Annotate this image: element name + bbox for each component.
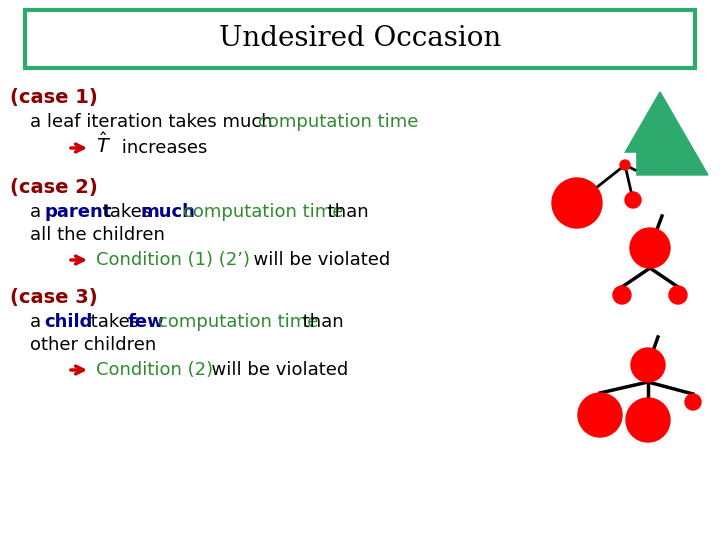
Text: (case 3): (case 3) [10, 288, 98, 307]
Text: increases: increases [116, 139, 207, 157]
Text: $\hat{T}$: $\hat{T}$ [96, 132, 111, 158]
Text: all the children: all the children [30, 226, 165, 244]
Text: computation time: computation time [258, 113, 418, 131]
Circle shape [626, 398, 670, 442]
Circle shape [631, 348, 665, 382]
Text: child: child [44, 313, 92, 331]
Circle shape [578, 393, 622, 437]
Text: a: a [30, 203, 47, 221]
Text: takes: takes [85, 313, 145, 331]
Circle shape [685, 394, 701, 410]
Polygon shape [612, 153, 635, 175]
Text: Undesired Occasion: Undesired Occasion [219, 25, 501, 52]
Text: computation time: computation time [183, 203, 343, 221]
Text: than: than [297, 313, 343, 331]
Text: will be violated: will be violated [242, 251, 390, 269]
Text: a: a [30, 313, 47, 331]
Text: computation time: computation time [158, 313, 318, 331]
Text: much: much [140, 203, 195, 221]
Text: than: than [322, 203, 369, 221]
Circle shape [669, 286, 687, 304]
Circle shape [625, 192, 641, 208]
Text: parent: parent [44, 203, 112, 221]
Text: few: few [128, 313, 165, 331]
Text: a leaf iteration takes much: a leaf iteration takes much [30, 113, 279, 131]
Text: Condition (2): Condition (2) [96, 361, 213, 379]
FancyBboxPatch shape [25, 10, 695, 68]
Text: (case 1): (case 1) [10, 89, 98, 107]
Circle shape [613, 286, 631, 304]
Text: takes: takes [97, 203, 157, 221]
Circle shape [552, 178, 602, 228]
Circle shape [630, 228, 670, 268]
Text: will be violated: will be violated [200, 361, 348, 379]
Text: other children: other children [30, 336, 156, 354]
Text: (case 2): (case 2) [10, 179, 98, 198]
Polygon shape [612, 92, 708, 175]
Circle shape [620, 160, 630, 170]
Text: Condition (1) (2’): Condition (1) (2’) [96, 251, 250, 269]
